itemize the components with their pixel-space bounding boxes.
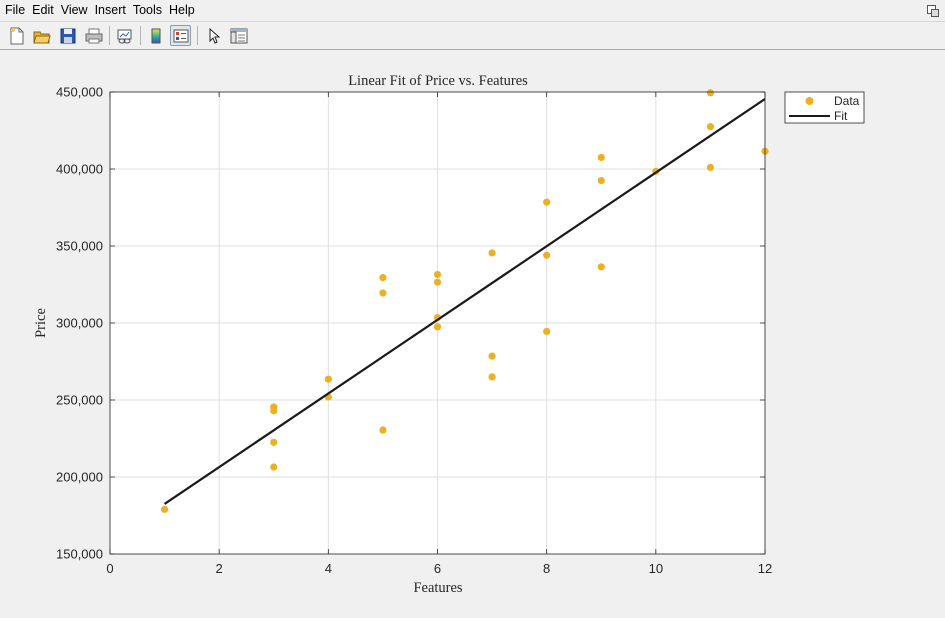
x-tick-label: 0 <box>106 561 113 576</box>
data-point <box>597 153 605 162</box>
save-icon[interactable] <box>57 25 78 46</box>
menu-tools[interactable]: Tools <box>132 3 163 17</box>
data-point <box>270 463 278 471</box>
data-point <box>543 327 551 336</box>
legend-fit-label: Fit <box>834 109 848 123</box>
y-tick-label: 400,000 <box>56 162 103 177</box>
open-file-icon[interactable] <box>31 25 52 46</box>
data-point <box>706 123 715 131</box>
menu-insert[interactable]: Insert <box>94 3 126 17</box>
insert-legend-icon[interactable] <box>170 25 191 46</box>
data-point <box>433 323 442 331</box>
figure-canvas: 0 2 4 6 8 10 12 150,000 200,000 250,000 300,000 350… <box>33 73 865 596</box>
menu-help[interactable]: Help <box>169 3 195 17</box>
legend[interactable]: Data Fit <box>784 91 865 124</box>
x-tick-label: 10 <box>649 561 663 576</box>
x-tick-label: 8 <box>543 561 550 576</box>
data-point <box>597 176 605 185</box>
legend-data-label: Data <box>834 94 860 108</box>
y-tick-label: 200,000 <box>56 470 103 485</box>
menu-view[interactable]: View <box>60 3 88 17</box>
data-point <box>488 373 496 381</box>
y-tick-label: 300,000 <box>56 316 103 331</box>
y-tick-label: 350,000 <box>56 239 103 254</box>
data-point <box>433 278 442 286</box>
menu-edit[interactable]: Edit <box>32 3 54 17</box>
x-tick-label: 2 <box>216 561 223 576</box>
ticks: 0 2 4 6 8 10 12 150,000 200,000 250,000 300,000 350… <box>56 85 772 577</box>
edit-plot-icon[interactable] <box>203 25 224 46</box>
dock-figure-icon[interactable] <box>927 4 939 17</box>
property-inspector-icon[interactable] <box>228 25 249 46</box>
print-icon[interactable] <box>83 25 104 46</box>
data-point <box>324 375 332 383</box>
data-point <box>433 270 442 279</box>
data-point <box>706 89 715 97</box>
insert-colorbar-icon[interactable] <box>145 25 166 46</box>
data-point <box>160 505 169 513</box>
x-tick-label: 6 <box>434 561 441 576</box>
fit-line <box>163 98 766 505</box>
link-plot-icon[interactable] <box>114 25 135 46</box>
x-tick-label: 4 <box>325 561 332 576</box>
x-tick-label: 12 <box>758 561 772 576</box>
chart-title: Linear Fit of Price vs. Features <box>348 73 528 89</box>
y-tick-label: 250,000 <box>56 393 103 408</box>
plot-area <box>160 89 769 513</box>
x-axis-label: Features <box>413 580 462 596</box>
menu-bar: File Edit View Insert Tools Help <box>0 0 945 20</box>
data-point <box>379 273 387 282</box>
y-tick-label: 150,000 <box>56 547 103 562</box>
data-point <box>488 249 496 257</box>
legend-data-marker <box>805 97 814 105</box>
figure-toolbar <box>0 21 945 50</box>
data-point <box>270 438 278 446</box>
data-point <box>270 403 278 411</box>
y-tick-label: 450,000 <box>56 85 103 100</box>
data-point <box>597 263 605 271</box>
data-point <box>543 251 551 259</box>
new-figure-icon[interactable] <box>6 25 27 46</box>
data-point <box>706 163 715 172</box>
data-point <box>379 289 387 297</box>
data-point <box>379 426 387 434</box>
y-axis-label: Price <box>33 308 49 338</box>
data-point <box>543 198 551 206</box>
menu-file[interactable]: File <box>5 3 26 17</box>
data-point <box>488 352 496 360</box>
legend-box <box>784 91 865 124</box>
